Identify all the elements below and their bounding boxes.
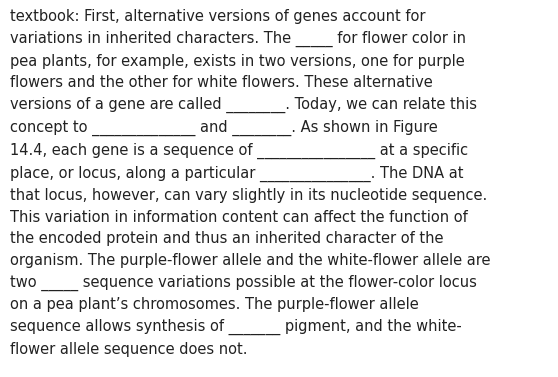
Text: textbook: First, alternative versions of genes account for
variations in inherit: textbook: First, alternative versions of…: [10, 9, 490, 357]
